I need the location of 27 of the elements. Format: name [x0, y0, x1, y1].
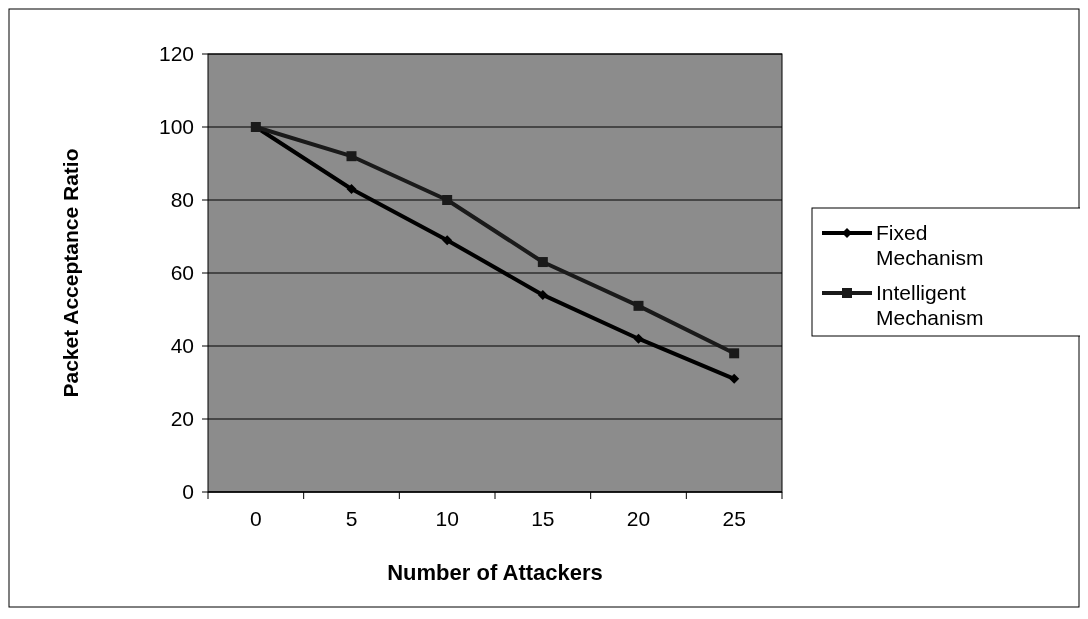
- point: [729, 373, 740, 384]
- x-tick-label: 5: [345, 507, 358, 530]
- point: [346, 151, 357, 162]
- x-tick-label: 25: [722, 507, 746, 530]
- x-tick-label: 20: [626, 507, 651, 530]
- point: [537, 289, 548, 300]
- y-tick-label: 80: [170, 188, 194, 212]
- point: [442, 195, 453, 205]
- point: [442, 235, 453, 246]
- y-axis-title: Packet Acceptance Ratio: [59, 148, 82, 398]
- point: [346, 184, 357, 195]
- y-tick-label: 60: [170, 261, 194, 285]
- legend-label: Fixed Mechanism: [876, 221, 984, 269]
- legend-label: Intelligent Mechanism: [876, 281, 984, 329]
- x-tick-label: 10: [435, 507, 459, 530]
- point: [633, 300, 644, 311]
- point: [729, 348, 740, 359]
- y-tick-label: 120: [158, 42, 194, 66]
- x-tick-label: 0: [249, 507, 262, 530]
- point: [633, 333, 644, 344]
- y-tick-label: 0: [182, 480, 194, 504]
- y-tick-label: 100: [158, 115, 194, 139]
- x-axis-title: Number of Attackers: [387, 560, 603, 585]
- point: [537, 257, 548, 268]
- y-tick-label: 20: [170, 407, 194, 431]
- x-tick-label: 15: [531, 507, 555, 530]
- y-tick-label: 40: [170, 334, 194, 358]
